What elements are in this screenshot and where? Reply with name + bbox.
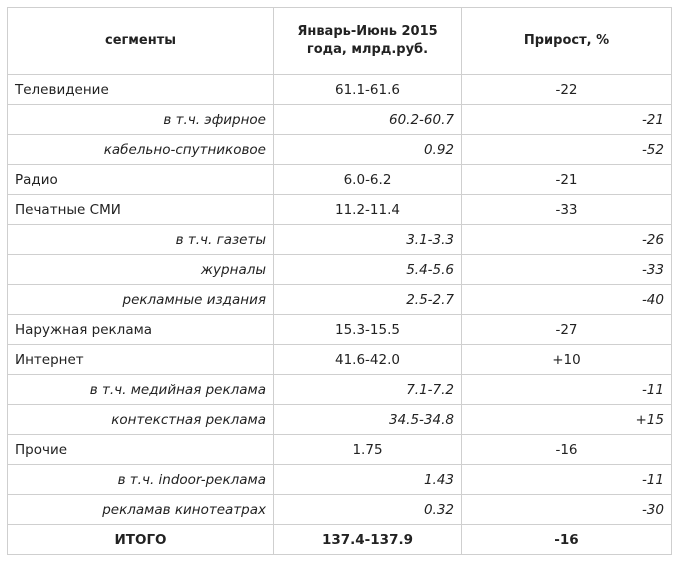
total-row: ИТОГО 137.4-137.9 -16 bbox=[7, 524, 672, 555]
table-subrow: в т.ч. эфирное 60.2-60.7 -21 bbox=[7, 104, 672, 135]
table-subrow: в т.ч. газеты 3.1-3.3 -26 bbox=[7, 224, 672, 255]
table-subrow: в т.ч. indoor-реклама 1.43 -11 bbox=[7, 464, 672, 495]
segment-cell: Интернет bbox=[7, 344, 274, 375]
value-cell: 5.4-5.6 bbox=[273, 254, 462, 285]
segment-cell: в т.ч. indoor-реклама bbox=[7, 464, 274, 495]
table-row: Печатные СМИ 11.2-11.4 -33 bbox=[7, 194, 672, 225]
growth-cell: +10 bbox=[461, 344, 672, 375]
growth-cell: -52 bbox=[461, 134, 672, 165]
value-cell: 6.0-6.2 bbox=[273, 164, 462, 195]
total-label: ИТОГО bbox=[7, 524, 274, 555]
value-cell: 60.2-60.7 bbox=[273, 104, 462, 135]
table-subrow: рекламные издания 2.5-2.7 -40 bbox=[7, 284, 672, 315]
value-cell: 11.2-11.4 bbox=[273, 194, 462, 225]
value-cell: 2.5-2.7 bbox=[273, 284, 462, 315]
segment-cell: в т.ч. газеты bbox=[7, 224, 274, 255]
value-cell: 0.32 bbox=[273, 494, 462, 525]
total-value: 137.4-137.9 bbox=[273, 524, 462, 555]
segment-cell: кабельно-спутниковое bbox=[7, 134, 274, 165]
value-cell: 3.1-3.3 bbox=[273, 224, 462, 255]
segment-cell: Радио bbox=[7, 164, 274, 195]
growth-cell: -30 bbox=[461, 494, 672, 525]
segment-cell: Печатные СМИ bbox=[7, 194, 274, 225]
table-subrow: в т.ч. медийная реклама 7.1-7.2 -11 bbox=[7, 374, 672, 405]
segment-cell: Наружная реклама bbox=[7, 314, 274, 345]
value-cell: 15.3-15.5 bbox=[273, 314, 462, 345]
table-subrow: кабельно-спутниковое 0.92 -52 bbox=[7, 134, 672, 165]
segment-cell: в т.ч. медийная реклама bbox=[7, 374, 274, 405]
value-cell: 1.75 bbox=[273, 434, 462, 465]
growth-cell: -33 bbox=[461, 194, 672, 225]
segment-cell: рекламав кинотеатрах bbox=[7, 494, 274, 525]
table-header-row: сегменты Январь-Июнь 2015 года, млрд.руб… bbox=[7, 7, 672, 75]
total-growth: -16 bbox=[461, 524, 672, 555]
value-cell: 7.1-7.2 bbox=[273, 374, 462, 405]
growth-cell: -21 bbox=[461, 164, 672, 195]
value-cell: 1.43 bbox=[273, 464, 462, 495]
value-cell: 34.5-34.8 bbox=[273, 404, 462, 435]
segment-cell: Прочие bbox=[7, 434, 274, 465]
table-subrow: контекстная реклама 34.5-34.8 +15 bbox=[7, 404, 672, 435]
growth-cell: -22 bbox=[461, 74, 672, 105]
segment-cell: рекламные издания bbox=[7, 284, 274, 315]
table-row: Интернет 41.6-42.0 +10 bbox=[7, 344, 672, 375]
growth-cell: +15 bbox=[461, 404, 672, 435]
value-cell: 41.6-42.0 bbox=[273, 344, 462, 375]
segment-cell: Телевидение bbox=[7, 74, 274, 105]
growth-cell: -26 bbox=[461, 224, 672, 255]
table-row: Прочие 1.75 -16 bbox=[7, 434, 672, 465]
value-cell: 0.92 bbox=[273, 134, 462, 165]
header-segments: сегменты bbox=[7, 7, 274, 75]
table-row: Наружная реклама 15.3-15.5 -27 bbox=[7, 314, 672, 345]
header-growth: Прирост, % bbox=[461, 7, 672, 75]
growth-cell: -33 bbox=[461, 254, 672, 285]
table-subrow: рекламав кинотеатрах 0.32 -30 bbox=[7, 494, 672, 525]
growth-cell: -40 bbox=[461, 284, 672, 315]
advertising-market-table: сегменты Январь-Июнь 2015 года, млрд.руб… bbox=[7, 7, 672, 555]
value-cell: 61.1-61.6 bbox=[273, 74, 462, 105]
growth-cell: -11 bbox=[461, 464, 672, 495]
segment-cell: журналы bbox=[7, 254, 274, 285]
table-row: Телевидение 61.1-61.6 -22 bbox=[7, 74, 672, 105]
segment-cell: контекстная реклама bbox=[7, 404, 274, 435]
segment-cell: в т.ч. эфирное bbox=[7, 104, 274, 135]
table-subrow: журналы 5.4-5.6 -33 bbox=[7, 254, 672, 285]
table-body: Телевидение 61.1-61.6 -22 в т.ч. эфирное 60.… bbox=[7, 74, 672, 525]
header-value: Январь-Июнь 2015 года, млрд.руб. bbox=[273, 7, 462, 75]
growth-cell: -27 bbox=[461, 314, 672, 345]
growth-cell: -21 bbox=[461, 104, 672, 135]
growth-cell: -16 bbox=[461, 434, 672, 465]
growth-cell: -11 bbox=[461, 374, 672, 405]
table-row: Радио 6.0-6.2 -21 bbox=[7, 164, 672, 195]
